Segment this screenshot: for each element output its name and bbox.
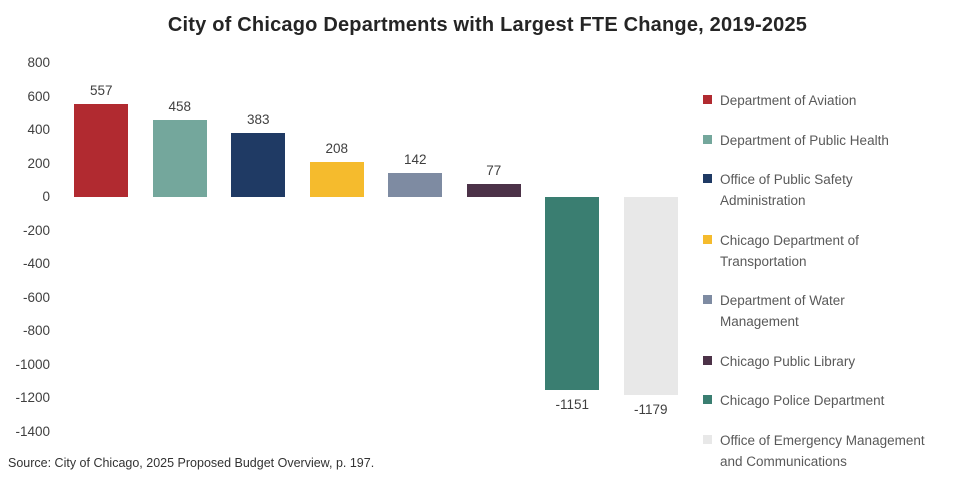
y-tick-400: 400 [27, 122, 50, 138]
y-tick--600: -600 [22, 289, 50, 305]
bar-department-of-water-management [388, 173, 443, 198]
legend: Department of Aviation Department of Publ… [703, 90, 969, 472]
y-tick-600: 600 [27, 88, 50, 104]
legend-item-department-of-aviation: Department of Aviation [703, 90, 969, 111]
bar-chicago-department-of-transportation [309, 162, 364, 198]
bar-office-of-emergency-management-and-communications [623, 197, 678, 395]
legend-label: Chicago Department of Transportation [720, 232, 859, 269]
legend-item-department-of-water-management: Department of Water Management [703, 290, 969, 332]
bar-value-department-of-water-management: 142 [403, 152, 427, 168]
bar-value-department-of-aviation: 557 [89, 82, 113, 98]
legend-label: Office of Emergency Management and Commu… [720, 432, 925, 469]
legend-swatch-icon [703, 355, 712, 365]
chart-title: City of Chicago Departments with Largest… [167, 14, 808, 36]
bar-value-office-of-public-safety-administration: 383 [246, 111, 270, 127]
bar-department-of-aviation [74, 103, 129, 198]
y-tick--400: -400 [22, 256, 50, 272]
y-tick--1000: -1000 [15, 356, 50, 372]
legend-swatch-icon [703, 95, 712, 104]
bar-chicago-police-department [545, 197, 600, 391]
legend-label: Office of Public Safety Administration [720, 172, 853, 209]
y-tick--1200: -1200 [15, 390, 50, 406]
legend-label: Department of Public Health [720, 132, 889, 148]
source-note: Source: City of Chicago, 2025 Proposed B… [8, 456, 375, 470]
bar-chicago-public-library [466, 184, 521, 198]
legend-swatch-icon [703, 295, 712, 305]
y-tick--200: -200 [22, 222, 50, 238]
legend-item-office-of-emergency-management-and-communications: Office of Emergency Management and Commu… [703, 430, 969, 472]
legend-item-chicago-department-of-transportation: Chicago Department of Transportation [703, 230, 969, 272]
legend-item-chicago-public-library: Chicago Public Library [703, 351, 969, 372]
legend-label: Department of Aviation [720, 93, 857, 108]
legend-item-office-of-public-safety-administration: Office of Public Safety Administration [703, 169, 969, 211]
y-tick--1400: -1400 [15, 424, 50, 439]
bar-department-of-public-health [152, 120, 207, 198]
y-tick-200: 200 [27, 155, 50, 171]
legend-swatch-icon [703, 134, 712, 144]
bar-value-chicago-department-of-transportation: 208 [325, 141, 349, 157]
legend-swatch-icon [703, 234, 712, 244]
bar-value-chicago-public-library: 77 [486, 163, 502, 179]
y-tick-0: 0 [42, 189, 50, 205]
bar-value-chicago-police-department: -1151 [555, 397, 590, 413]
legend-label: Department of Water Management [720, 293, 845, 330]
legend-item-chicago-police-department: Chicago Police Department [703, 390, 969, 411]
bar-value-office-of-emergency-management-and-communications: -1179 [633, 401, 668, 417]
legend-swatch-icon [703, 395, 712, 405]
bar-office-of-public-safety-administration [231, 132, 286, 198]
y-tick--800: -800 [22, 323, 50, 339]
legend-label: Chicago Police Department [720, 393, 885, 409]
legend-label: Chicago Public Library [720, 353, 856, 369]
legend-swatch-icon [703, 434, 712, 444]
legend-item-department-of-public-health: Department of Public Health [703, 130, 969, 151]
y-tick-800: 800 [27, 55, 50, 70]
legend-swatch-icon [703, 174, 712, 184]
bar-value-department-of-public-health: 458 [168, 99, 192, 115]
